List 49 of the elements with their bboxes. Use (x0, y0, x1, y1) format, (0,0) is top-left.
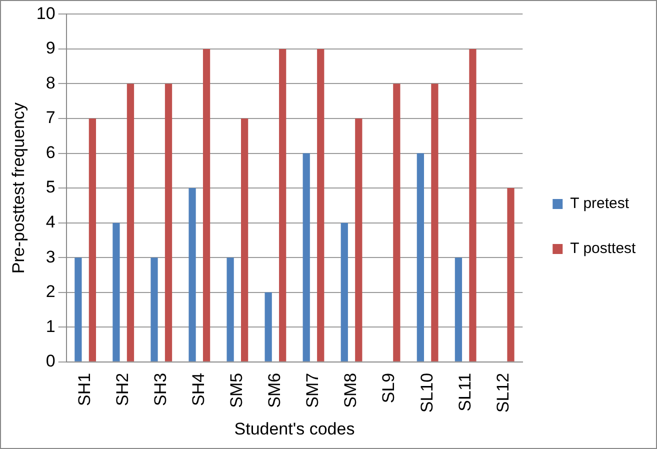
bar (188, 188, 196, 362)
bar (317, 48, 324, 362)
bar (74, 258, 82, 362)
x-tick-label: SL9 (379, 372, 398, 404)
y-tick-label: 8 (46, 73, 56, 92)
x-tick-label: SL12 (493, 372, 512, 413)
x-tick-label: SM7 (303, 372, 322, 408)
y-tick-label: 2 (46, 282, 56, 302)
x-tick-label: SH2 (113, 372, 132, 406)
x-tick-label: SM8 (341, 372, 360, 408)
bar (355, 118, 362, 362)
x-tick-label: SL10 (417, 372, 436, 413)
bar (241, 118, 248, 362)
y-tick-label: 6 (46, 142, 56, 162)
bar (279, 48, 286, 362)
bar (164, 84, 172, 362)
x-tick-label: SM5 (227, 372, 246, 408)
bar (393, 84, 400, 362)
y-tick-label: 9 (46, 38, 56, 58)
bar (202, 48, 210, 362)
x-tick-label: SH4 (189, 372, 208, 406)
bar (340, 222, 348, 362)
bar (302, 153, 310, 362)
y-tick-label: 10 (36, 4, 56, 23)
y-tick-label: 7 (46, 108, 56, 128)
bar (416, 153, 424, 362)
x-tick-label: SH3 (151, 372, 170, 406)
bar (264, 292, 272, 362)
bar (469, 48, 476, 362)
bar (454, 258, 462, 362)
x-tick-label: SM6 (265, 372, 284, 408)
y-tick-label: 5 (46, 178, 56, 197)
bar (112, 222, 120, 362)
bar (507, 188, 514, 362)
y-tick-label: 3 (46, 247, 56, 266)
bar (226, 258, 234, 362)
bar (126, 84, 134, 362)
bar (150, 258, 158, 362)
y-tick-label: 0 (46, 352, 56, 371)
legend-label: T pretest (570, 195, 630, 212)
x-axis-title: Student's codes (234, 419, 355, 438)
y-tick-label: 1 (46, 316, 56, 336)
x-tick-label: SL11 (455, 372, 474, 412)
y-tick-label: 4 (46, 212, 56, 232)
x-tick-label: SH1 (75, 372, 94, 406)
bar (88, 118, 96, 362)
legend-label: T posttest (570, 240, 637, 258)
y-axis-title: Pre-posttest frequency (8, 102, 28, 274)
bar (431, 84, 438, 362)
